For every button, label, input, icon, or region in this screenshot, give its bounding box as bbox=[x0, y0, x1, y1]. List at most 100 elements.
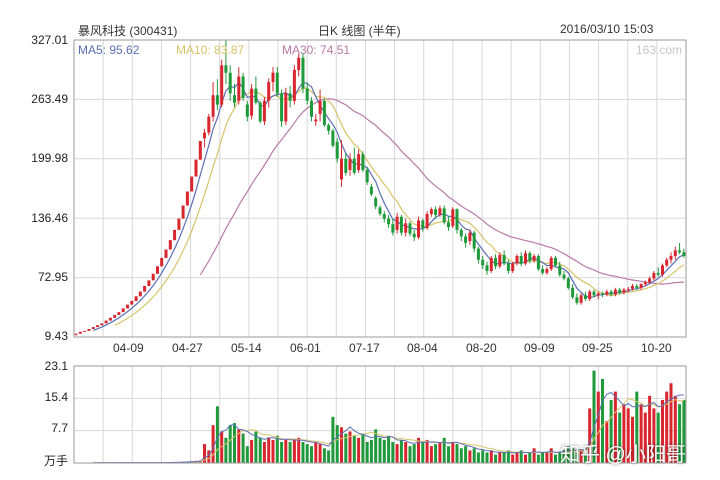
candle-body bbox=[369, 186, 373, 195]
volume-bar bbox=[412, 444, 416, 463]
candle-body bbox=[665, 259, 669, 266]
candlestick bbox=[224, 40, 228, 84]
candle-body bbox=[387, 218, 391, 225]
stock-name-label: 暴风科技 (300431) bbox=[78, 24, 178, 38]
candlestick bbox=[571, 284, 575, 300]
candle-body bbox=[429, 209, 433, 214]
candlestick bbox=[506, 259, 510, 274]
candle-body bbox=[126, 304, 129, 309]
candlestick bbox=[618, 287, 622, 295]
candlestick bbox=[348, 153, 352, 176]
candle-body bbox=[682, 252, 686, 256]
volume-bar bbox=[524, 454, 527, 463]
volume-bar bbox=[250, 439, 254, 463]
candlestick bbox=[138, 291, 142, 297]
candlestick bbox=[220, 59, 224, 108]
candlestick bbox=[228, 65, 232, 101]
candle-body bbox=[536, 256, 540, 270]
candlestick bbox=[96, 325, 99, 328]
candle-body bbox=[673, 250, 677, 256]
candle-body bbox=[117, 312, 121, 315]
candle-body bbox=[626, 288, 630, 290]
candle-body bbox=[485, 265, 489, 271]
candle-body bbox=[391, 224, 395, 233]
candle-body bbox=[417, 220, 420, 238]
candle-body bbox=[566, 278, 570, 288]
volume-bar bbox=[631, 416, 634, 463]
candlestick bbox=[498, 252, 502, 269]
candle-body bbox=[168, 240, 172, 250]
volume-bar bbox=[575, 452, 579, 463]
candlestick bbox=[455, 208, 459, 234]
candlestick bbox=[143, 285, 147, 292]
candlestick bbox=[511, 261, 515, 273]
candlestick bbox=[74, 333, 78, 336]
candlestick bbox=[378, 205, 382, 216]
candle-body bbox=[421, 220, 425, 228]
price-tick-label: 9.43 bbox=[44, 329, 68, 343]
volume-bar bbox=[592, 370, 596, 463]
candle-body bbox=[412, 233, 416, 238]
candle-body bbox=[575, 297, 579, 303]
candlestick bbox=[472, 230, 476, 253]
volume-bar bbox=[297, 437, 301, 463]
volume-unit-label: 万手 bbox=[43, 454, 68, 468]
volume-bar bbox=[618, 412, 622, 463]
candle-body bbox=[104, 320, 108, 324]
candlestick bbox=[442, 205, 446, 225]
date-tick-label: 05-14 bbox=[231, 341, 262, 355]
volume-bar bbox=[408, 446, 412, 463]
candle-body bbox=[318, 100, 322, 114]
volume-bar bbox=[318, 444, 322, 463]
volume-bar bbox=[601, 379, 604, 463]
candle-body bbox=[87, 329, 91, 331]
candlestick bbox=[164, 249, 168, 258]
candle-body bbox=[408, 223, 412, 234]
candle-body bbox=[220, 65, 224, 105]
candle-body bbox=[635, 286, 639, 288]
candlestick bbox=[451, 207, 455, 228]
volume-bar bbox=[348, 431, 352, 463]
volume-bar bbox=[622, 404, 626, 463]
candlestick bbox=[387, 214, 391, 228]
candle-body bbox=[83, 330, 87, 332]
candlestick bbox=[335, 138, 339, 163]
candlestick bbox=[117, 312, 121, 315]
candle-body bbox=[494, 257, 498, 267]
candlestick bbox=[429, 207, 433, 217]
volume-bar bbox=[203, 444, 206, 463]
candle-body bbox=[357, 154, 361, 170]
candle-body bbox=[669, 256, 673, 260]
candlestick bbox=[404, 218, 408, 237]
candle-body bbox=[113, 315, 117, 318]
candle-body bbox=[554, 257, 557, 266]
candlestick bbox=[91, 327, 95, 329]
volume-bar bbox=[678, 404, 682, 463]
price-tick-label: 72.95 bbox=[37, 270, 68, 284]
candlestick bbox=[678, 242, 682, 255]
candlestick bbox=[656, 267, 660, 277]
volume-bar bbox=[207, 450, 211, 463]
candle-body bbox=[583, 295, 587, 299]
candlestick bbox=[361, 151, 365, 172]
candlestick bbox=[631, 284, 634, 291]
volume-bar bbox=[237, 429, 241, 463]
volume-bar bbox=[502, 452, 506, 463]
candlestick bbox=[489, 256, 493, 273]
candlestick bbox=[280, 89, 284, 127]
candlestick bbox=[327, 123, 331, 135]
ma10-label: MA10: 83.87 bbox=[176, 43, 245, 57]
volume-bar bbox=[682, 400, 686, 463]
candlestick bbox=[297, 54, 301, 77]
candlestick bbox=[203, 128, 206, 148]
volume-bar bbox=[661, 400, 664, 463]
candle-body bbox=[121, 308, 125, 313]
candlestick bbox=[425, 211, 429, 230]
candlestick bbox=[639, 283, 643, 290]
candlestick bbox=[318, 89, 322, 122]
candle-body bbox=[609, 291, 613, 295]
candle-body bbox=[327, 125, 331, 131]
candle-body bbox=[442, 208, 446, 223]
candle-body bbox=[648, 278, 652, 283]
